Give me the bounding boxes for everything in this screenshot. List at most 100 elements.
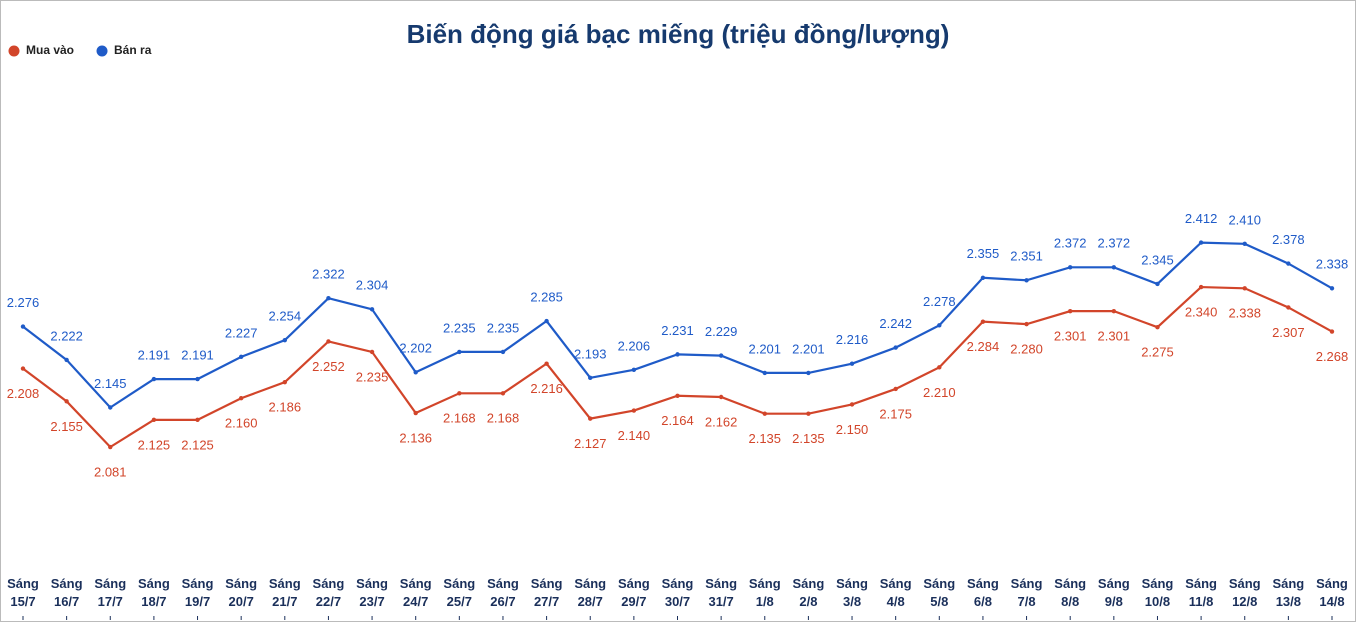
point (806, 370, 811, 376)
point (1111, 308, 1117, 314)
x-tick-label-line: Sáng (1054, 576, 1086, 591)
x-tick-label-line: Sáng (225, 576, 257, 591)
point (326, 295, 331, 301)
x-tick-label-line: Sáng (443, 576, 475, 591)
x-tick-label-line: Sáng (400, 576, 432, 591)
value-label: 2.235 (487, 320, 520, 335)
x-tick-label-line: Sáng (574, 576, 606, 591)
point (1068, 308, 1073, 314)
x-tick-label: Sáng 22/7 (313, 576, 345, 609)
point (64, 357, 69, 363)
point (195, 417, 200, 423)
x-tick-label: Sáng 14/8 (1316, 576, 1348, 609)
value-label: 2.191 (138, 348, 171, 363)
value-label: 2.275 (1141, 345, 1174, 360)
value-label: 2.280 (1010, 342, 1043, 357)
x-tick-label-line: 31/7 (708, 594, 733, 609)
x-tick-label-line: 13/8 (1276, 594, 1301, 609)
x-tick-label-line: Sáng (356, 576, 388, 591)
x-tick-label-line: 18/7 (141, 594, 166, 609)
value-label: 2.206 (618, 338, 651, 353)
value-label: 2.135 (748, 431, 781, 446)
point (631, 408, 637, 413)
legend-marker (96, 45, 108, 57)
value-label: 2.351 (1010, 249, 1043, 264)
point (1155, 281, 1160, 287)
point (1068, 265, 1073, 270)
value-label: 2.193 (574, 346, 607, 361)
x-tick-label-line: 10/8 (1145, 594, 1170, 609)
x-tick-label: Sáng 10/8 (1142, 576, 1174, 609)
point (1242, 241, 1247, 247)
value-label: 2.202 (399, 341, 432, 356)
value-label: 2.304 (356, 278, 389, 293)
value-label: 2.155 (50, 419, 83, 434)
x-tick-label-line: 17/7 (98, 594, 123, 609)
x-tick-label-line: Sáng (313, 576, 345, 591)
value-label: 2.254 (269, 309, 302, 324)
x-tick-label: Sáng 30/7 (662, 576, 694, 609)
x-tick-label: Sáng 18/7 (138, 576, 170, 609)
x-tick-label: Sáng 29/7 (618, 576, 650, 609)
x-tick-label-line: Sáng (487, 576, 519, 591)
value-label: 2.229 (705, 324, 738, 339)
point (631, 367, 637, 373)
point (718, 353, 724, 358)
point (282, 337, 287, 343)
x-tick-label: Sáng 13/8 (1272, 576, 1304, 609)
value-label: 2.160 (225, 416, 258, 431)
point (1329, 329, 1335, 334)
x-tick-label-line: Sáng (1316, 576, 1348, 591)
x-tick-label-line: 1/8 (756, 594, 774, 609)
value-label: 2.340 (1185, 304, 1218, 319)
point (108, 405, 113, 410)
point (151, 376, 157, 382)
legend-marker (8, 45, 20, 57)
value-label: 2.135 (792, 431, 825, 446)
x-tick-label: Sáng 23/7 (356, 576, 388, 609)
x-tick-label-line: 8/8 (1061, 594, 1079, 609)
x-tick-label: Sáng 15/7 (7, 576, 39, 609)
point (937, 323, 942, 328)
x-tick-label-line: Sáng (705, 576, 737, 591)
value-label: 2.140 (618, 428, 651, 443)
value-label: 2.125 (181, 437, 214, 452)
point (64, 399, 69, 404)
value-label: 2.164 (661, 413, 694, 428)
value-label: 2.338 (1228, 306, 1261, 321)
point (1242, 286, 1247, 291)
x-tick-label: Sáng 26/7 (487, 576, 519, 609)
point (893, 345, 898, 350)
point (1155, 325, 1160, 330)
legend-label: Mua vào (26, 43, 74, 57)
x-tick-label-line: 11/8 (1189, 594, 1214, 609)
value-label: 2.301 (1054, 329, 1087, 344)
value-label: 2.235 (356, 369, 389, 384)
point (675, 352, 680, 357)
value-label: 2.201 (748, 341, 781, 356)
x-tick-label-line: Sáng (793, 576, 825, 591)
x-tick-label-line: Sáng (836, 576, 868, 591)
value-label: 2.284 (967, 339, 1000, 354)
value-label: 2.127 (574, 436, 607, 451)
x-tick-label-line: Sáng (269, 576, 301, 591)
x-tick-label: Sáng 21/7 (269, 576, 301, 609)
value-label: 2.150 (836, 422, 869, 437)
x-tick-label-line: 5/8 (930, 594, 948, 609)
x-tick-label-line: 29/7 (621, 594, 646, 609)
x-tick-label: Sáng 8/8 (1054, 576, 1086, 609)
x-tick-label: Sáng 25/7 (443, 576, 475, 609)
point (588, 416, 593, 421)
x-tick-label-line: 4/8 (887, 594, 905, 609)
point (20, 366, 26, 371)
x-tick-label: Sáng 27/7 (531, 576, 563, 609)
x-tick-label: Sáng 28/7 (574, 576, 606, 609)
point (544, 361, 549, 366)
x-tick-label-line: 15/7 (10, 594, 35, 609)
x-tick-label: Sáng 31/7 (705, 576, 737, 609)
x-tick-label-line: 2/8 (799, 594, 817, 609)
point (20, 324, 26, 329)
point (980, 275, 986, 280)
x-tick-label-line: 30/7 (665, 594, 690, 609)
value-label: 2.162 (705, 414, 738, 429)
